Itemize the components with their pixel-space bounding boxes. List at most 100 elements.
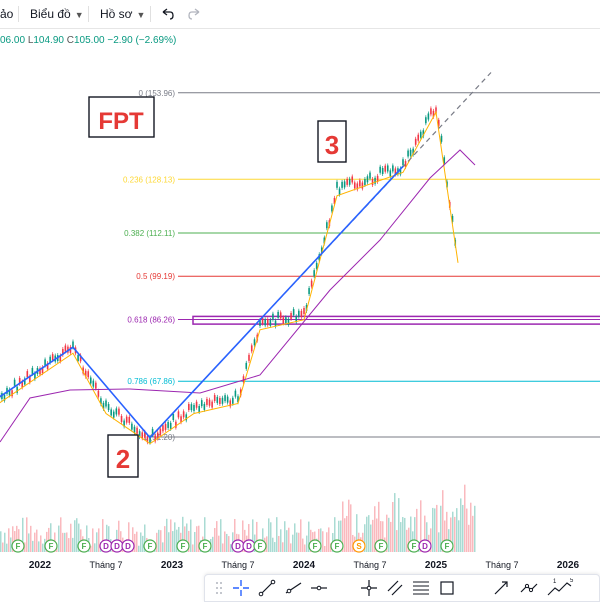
volume-bar [10, 537, 12, 552]
volume-bar [64, 533, 66, 552]
volume-bar [190, 520, 192, 552]
volume-bar [282, 542, 284, 552]
volume-bar [396, 530, 398, 552]
volume-bar [300, 519, 302, 552]
price-candle [191, 404, 193, 410]
x-tick-label: 2024 [293, 560, 316, 571]
volume-bar [66, 532, 68, 552]
price-candle [160, 429, 162, 435]
volume-bar [436, 505, 438, 552]
path-icon[interactable] [519, 578, 539, 598]
volume-bar [270, 522, 272, 552]
volume-bar [196, 526, 198, 552]
redo-icon[interactable] [186, 6, 202, 22]
volume-bar [42, 544, 44, 552]
price-candle [264, 319, 266, 325]
x-tick-label: Tháng 7 [221, 560, 254, 570]
chart-menu[interactable]: Biểu đồ ▼ [30, 6, 84, 22]
volume-bar [304, 544, 306, 552]
volume-bar [34, 533, 36, 552]
price-candle [407, 151, 409, 157]
volume-bar [372, 520, 374, 552]
event-marker-label: D [235, 542, 241, 551]
crosshair-icon[interactable] [231, 578, 251, 598]
rectangle-icon[interactable] [437, 578, 457, 598]
ray-icon[interactable] [283, 578, 303, 598]
volume-bar [222, 543, 224, 552]
profile-menu[interactable]: Hồ sơ▼ [100, 6, 145, 22]
price-candle [280, 312, 282, 318]
price-candle [87, 371, 89, 377]
event-marker-label: F [49, 542, 54, 551]
price-chart[interactable]: 0 (153.96)0.236 (128.13)0.382 (112.11)0.… [0, 28, 600, 574]
volume-bar [134, 534, 136, 552]
price-candle [384, 166, 386, 172]
price-candle [52, 354, 54, 360]
top-menubar: ảo Biểu đồ ▼ Hồ sơ▼ [0, 0, 600, 29]
event-marker-label: D [422, 542, 428, 551]
price-candle [390, 170, 392, 176]
volume-bar [292, 535, 294, 552]
volume-bar [38, 541, 40, 552]
drawing-toolbar: 1 5 [204, 574, 600, 602]
price-candle [232, 398, 234, 404]
fib-retracement-icon[interactable] [411, 578, 431, 598]
menu-item-partial[interactable]: ảo [0, 6, 13, 22]
chart-menu-label: Biểu đồ [30, 7, 71, 21]
elliott-wave-icon[interactable]: 1 5 [545, 578, 585, 598]
price-candle [188, 404, 190, 410]
event-marker-label: F [335, 542, 340, 551]
volume-bar [456, 508, 458, 552]
volume-bar [174, 522, 176, 552]
volume-bar [74, 520, 76, 552]
volume-bar [162, 542, 164, 552]
parallel-channel-icon[interactable] [385, 578, 405, 598]
x-tick-label: Tháng 7 [485, 560, 518, 570]
volume-bar [156, 533, 158, 552]
price-candle [245, 363, 247, 369]
price-candle [308, 288, 310, 294]
price-candle [211, 402, 213, 408]
horizontal-line-icon[interactable] [309, 578, 329, 598]
volume-bar [166, 519, 168, 552]
price-candle [110, 409, 112, 415]
price-candle [118, 409, 120, 415]
price-candle [301, 311, 303, 317]
price-candle [209, 400, 211, 406]
volume-bar [226, 534, 228, 552]
cross-line-icon[interactable] [359, 578, 379, 598]
grip-icon[interactable] [209, 578, 229, 598]
volume-bar [94, 543, 96, 552]
price-candle [214, 395, 216, 401]
price-candle [430, 108, 432, 114]
volume-bar [464, 485, 466, 552]
volume-bar [36, 530, 38, 552]
price-candle [165, 424, 167, 430]
price-candle [417, 135, 419, 141]
price-candle [206, 399, 208, 405]
volume-bar [400, 522, 402, 552]
price-candle [248, 355, 250, 361]
volume-bar [280, 529, 282, 552]
price-candle [277, 312, 279, 318]
volume-bar [388, 518, 390, 552]
trend-line-icon[interactable] [257, 578, 277, 598]
event-marker-label: D [114, 542, 120, 551]
price-candle [126, 417, 128, 423]
x-tick-label: Tháng 7 [89, 560, 122, 570]
price-candle [272, 314, 274, 320]
volume-bar [368, 515, 370, 552]
chevron-down-icon: ▼ [75, 7, 84, 23]
x-tick-label: 2022 [29, 560, 52, 571]
long-position-icon[interactable] [491, 578, 511, 598]
volume-bar [322, 531, 324, 552]
price-candle [402, 159, 404, 165]
volume-bar [472, 516, 474, 552]
price-candle [95, 383, 97, 389]
price-candle [392, 165, 394, 171]
undo-icon[interactable] [160, 6, 176, 22]
volume-bar [70, 524, 72, 552]
price-candle [382, 168, 384, 174]
price-candle [254, 339, 256, 345]
volume-bar [60, 517, 62, 552]
